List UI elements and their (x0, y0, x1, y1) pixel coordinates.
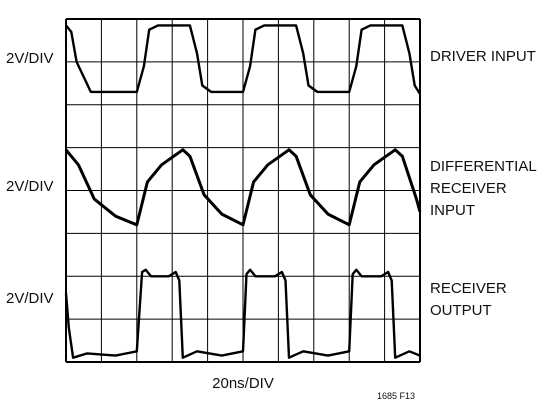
trace-driver-input (65, 24, 422, 95)
series-label-diff-line1: DIFFERENTIAL (430, 158, 537, 175)
series-label-diff-line3: INPUT (430, 202, 475, 219)
chart-grid (65, 18, 421, 363)
left-scale-label-driver: 2V/DIV (6, 50, 54, 67)
series-label-receiver-line2: OUTPUT (430, 302, 492, 319)
left-scale-label-diff: 2V/DIV (6, 178, 54, 195)
figure-id: 1685 F13 (377, 391, 415, 400)
x-axis-label: 20ns/DIV (212, 375, 274, 392)
series-label-receiver-line1: RECEIVER (430, 280, 507, 297)
trace-differential-receiver-input (64, 148, 422, 227)
series-label-diff-line2: RECEIVER (430, 180, 507, 197)
chart-traces (64, 24, 422, 359)
series-label-driver-input: DRIVER INPUT (430, 48, 536, 65)
left-scale-label-receiver: 2V/DIV (6, 290, 54, 307)
trace-receiver-output (64, 268, 421, 359)
